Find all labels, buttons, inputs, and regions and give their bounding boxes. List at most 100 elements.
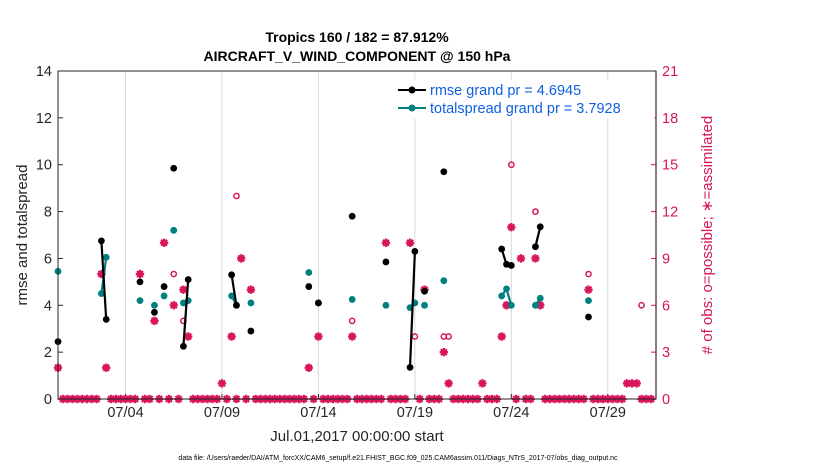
grid-lines: [125, 71, 609, 399]
rmse-point: [536, 223, 544, 231]
rmse-point: [136, 278, 144, 286]
rmse-point: [507, 262, 515, 269]
obs-possible-marker: [228, 333, 235, 340]
obs-possible-marker: [445, 333, 452, 340]
left-tick-label: 0: [44, 392, 52, 408]
rmse-point: [348, 212, 356, 220]
right-tick-label: 0: [662, 392, 670, 408]
obs-possible-marker: [237, 255, 245, 262]
x-axis: 07/04 07/09 07/14 07/19 07/24 07/29: [107, 394, 626, 421]
left-tick-label: 8: [44, 205, 52, 221]
obs-assimilated-stroke: [478, 379, 487, 388]
obs-possible-marker: [160, 239, 168, 247]
plot-frame: [57, 70, 657, 400]
rmse-point: [585, 313, 592, 321]
obs-assimilated-marker: [179, 285, 188, 294]
rmse-point: [440, 168, 448, 176]
right-tick-label: 21: [662, 64, 678, 80]
rmse-line: [534, 226, 542, 247]
obs-assimilated-marker: [507, 222, 516, 232]
totalspread-point: [98, 290, 105, 297]
rmse-point: [411, 248, 419, 255]
totalspread-point: [382, 301, 390, 309]
rmse-point: [305, 283, 313, 290]
chart-title-line2: AIRCRAFT_V_WIND_COMPONENT @ 150 hPa: [204, 48, 511, 64]
totalspread-point: [170, 226, 178, 234]
obs-possible-marker: [136, 270, 144, 278]
obs-possible-marker: [102, 364, 110, 372]
totalspread-point: [503, 285, 510, 293]
totalspread-point: [136, 297, 144, 304]
obs-assimilated-stroke: [348, 332, 356, 341]
left-tick-label: 6: [44, 251, 52, 267]
rmse-point: [382, 258, 390, 266]
plot-area: [53, 161, 656, 404]
obs-possible-marker: [638, 301, 645, 309]
legend-rmse-label: rmse grand pr = 4.6945: [430, 83, 581, 99]
obs-possible-marker: [170, 270, 178, 278]
obs-assimilated-stroke: [218, 379, 226, 388]
rmse-point: [179, 342, 187, 350]
rmse-point: [532, 243, 539, 251]
rmse-line: [230, 274, 238, 306]
totalspread-point: [440, 277, 448, 285]
data-file-footer: data file: /Users/raeder/DAI/ATM_forcXX/…: [178, 455, 618, 462]
obs-assimilated-marker: [347, 332, 357, 341]
rmse-point: [421, 287, 428, 295]
totalspread-point: [102, 253, 110, 261]
y-axis-label-right: # of obs: o=possible; ∗=assimilated: [699, 116, 716, 355]
rmse-point: [151, 308, 158, 316]
rmse-point: [233, 301, 240, 309]
right-tick-label: 18: [662, 111, 678, 127]
legend-rmse-marker: [408, 86, 416, 94]
rmse-point: [170, 164, 178, 172]
totalspread-point: [247, 299, 255, 307]
totalspread-point: [507, 301, 515, 309]
obs-possible-marker: [585, 270, 592, 278]
rmse-point: [498, 245, 506, 253]
totalspread-point: [151, 301, 158, 309]
obs-possible-marker: [315, 333, 322, 340]
legend-spread-marker: [408, 104, 416, 112]
right-tick-label: 9: [662, 251, 670, 267]
rmse-point: [315, 299, 322, 307]
right-tick-label: 15: [662, 158, 678, 174]
totalspread-point: [536, 294, 544, 302]
obs-assimilated-marker: [217, 379, 227, 388]
obs-assimilated-marker: [444, 379, 453, 388]
obs-assimilated-stroke: [507, 223, 516, 231]
rmse-point: [184, 276, 192, 283]
x-tick-label: 07/19: [397, 405, 433, 421]
obs-possible-marker: [532, 208, 539, 215]
right-tick-label: 12: [662, 205, 678, 221]
rmse-point: [228, 271, 236, 279]
x-tick-label: 07/09: [204, 405, 240, 421]
obs-assimilated-stroke: [444, 379, 453, 388]
totalspread-point: [305, 269, 313, 276]
obs-assimilated-marker: [632, 379, 641, 388]
x-axis-label: Jul.01,2017 00:00:00 start: [270, 428, 444, 445]
rmse-point: [247, 327, 255, 335]
obs-assimilated-stroke: [531, 254, 540, 263]
totalspread-point: [348, 296, 356, 303]
obs-assimilated-stroke: [632, 379, 641, 388]
right-y-axis: 0 3 6 9 12 15 18 21: [651, 64, 678, 408]
obs-possible-marker: [247, 286, 255, 294]
obs-possible-marker: [184, 333, 192, 340]
obs-assimilated-marker: [584, 285, 593, 294]
obs-possible-marker: [406, 239, 414, 247]
obs-possible-marker: [382, 239, 390, 247]
totalspread-point: [228, 292, 236, 300]
legend-box: [393, 79, 655, 119]
obs-assimilated-stroke: [584, 285, 593, 294]
totalspread-point: [160, 292, 168, 300]
obs-possible-marker: [348, 317, 356, 325]
left-y-axis: 0 2 4 6 8 10 12 14: [36, 64, 63, 408]
right-tick-label: 6: [662, 298, 670, 314]
left-tick-label: 14: [36, 64, 52, 80]
obs-assimilated-marker: [516, 254, 526, 263]
obs-possible-marker: [233, 192, 240, 200]
rmse-point: [406, 363, 414, 371]
obs-possible-marker: [507, 161, 515, 169]
